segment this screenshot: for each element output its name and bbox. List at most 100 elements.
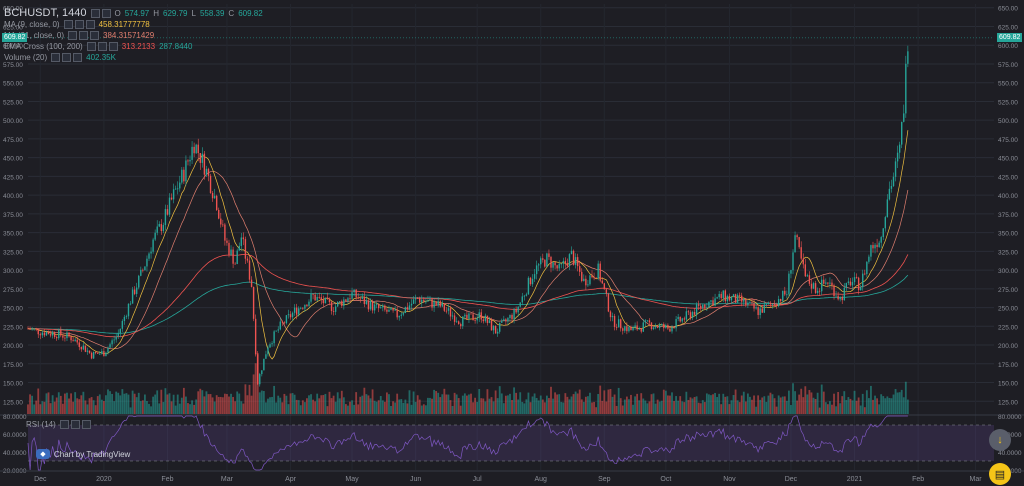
candle-body (353, 289, 355, 293)
gear-icon[interactable] (97, 42, 107, 51)
candle-body (455, 321, 458, 323)
volume-bar (878, 404, 881, 414)
candle-body (825, 282, 827, 284)
candle-body (790, 270, 792, 274)
candle-body (831, 282, 833, 286)
candle-body (880, 237, 882, 243)
candle-body (462, 316, 464, 327)
candle-body (566, 263, 569, 266)
candle-body (872, 245, 874, 249)
candle-body (273, 331, 275, 344)
volume-bar (697, 402, 700, 414)
volume-bar (679, 396, 682, 414)
close-icon[interactable] (81, 420, 91, 429)
candle-body (587, 284, 589, 286)
volume-bar (29, 394, 31, 414)
candle-body (207, 168, 210, 176)
eye-icon[interactable] (51, 53, 61, 62)
volume-bar (287, 404, 290, 414)
candle-body (283, 322, 286, 324)
volume-bar (781, 396, 784, 414)
candle-body (330, 302, 333, 312)
price-axis[interactable]: 125.00 125.00 150.00 150.00 175.00 175.00 200.… (3, 6, 1018, 407)
volume-bar (447, 394, 450, 414)
volume-bar (876, 398, 878, 414)
volume-bar (449, 400, 452, 414)
close-icon[interactable] (85, 20, 95, 29)
ma9-label: MA (9, close, 0) (4, 20, 60, 29)
chat-button[interactable]: ▤ (989, 463, 1011, 485)
tradingview-brand[interactable]: ◆ Chart by TradingView (36, 449, 130, 459)
volume-bar (205, 391, 208, 414)
ma21-row[interactable]: MA (21, close, 0) 384.31571429 (4, 30, 263, 41)
volume-bar (562, 402, 565, 414)
candle-body (279, 321, 281, 330)
price-tick-label-right: 225.00 (998, 324, 1018, 331)
candle-body (295, 307, 298, 315)
candle-body (187, 160, 189, 162)
gear-icon[interactable] (62, 53, 72, 62)
rsi-legend[interactable]: RSI (14) (26, 420, 91, 429)
close-icon[interactable] (108, 42, 118, 51)
eye-icon[interactable] (68, 31, 78, 40)
close-icon[interactable] (73, 53, 83, 62)
candle-body (115, 336, 117, 340)
volume-bar (849, 398, 852, 414)
eye-icon[interactable] (63, 20, 73, 29)
hide-icon[interactable] (90, 9, 100, 18)
scroll-to-latest-button[interactable]: ↓ (989, 429, 1011, 451)
gear-icon[interactable] (79, 31, 89, 40)
volume-bar (156, 390, 159, 414)
price-tick-label-right: 350.00 (998, 231, 1018, 238)
candle-body (550, 256, 552, 268)
candle-body (144, 266, 146, 271)
volume-bar (160, 389, 163, 414)
volume-bar (603, 390, 606, 414)
volume-bar (716, 397, 719, 414)
volume-bar (82, 391, 85, 414)
volume-bar (262, 390, 265, 414)
candle-body (433, 301, 435, 308)
volume-bar (433, 389, 435, 414)
ema-row[interactable]: EMA Cross (100, 200) 313.2133 287.8440 (4, 41, 263, 52)
volume-bar (125, 393, 128, 414)
volume-bar (347, 405, 349, 414)
volume-row[interactable]: Volume (20) 402.35K (4, 52, 263, 63)
gear-icon[interactable] (74, 20, 84, 29)
volume-bar (242, 403, 245, 414)
volume-bar (427, 397, 429, 414)
volume-bar (708, 394, 710, 414)
settings-icon[interactable] (101, 9, 111, 18)
price-tick-label-left: 350.00 (3, 231, 23, 238)
candle-body (821, 279, 823, 292)
volume-bar (404, 399, 407, 414)
volume-bar (882, 396, 885, 414)
volume-bar (55, 397, 58, 414)
volume-bar (587, 396, 589, 414)
eye-icon[interactable] (86, 42, 96, 51)
candle-body (453, 315, 456, 322)
candle-body (706, 307, 708, 309)
close-icon[interactable] (90, 31, 100, 40)
price-tick-label-right: 550.00 (998, 81, 1018, 88)
candle-body (412, 299, 415, 304)
candle-body (876, 244, 878, 248)
candle-body (544, 259, 546, 267)
volume-bar (215, 395, 218, 414)
volume-bar (408, 390, 411, 414)
candle-body (170, 197, 173, 200)
time-axis[interactable]: Dec 2020 Feb Mar Apr May Jun Jul Aug Sep Oct Nov Dec… (34, 476, 982, 483)
candle-body (697, 304, 700, 306)
candle-body (780, 299, 782, 301)
candle-body (119, 328, 121, 334)
symbol-title[interactable]: BCHUSDT, 1440 (4, 7, 87, 19)
candle-body (537, 264, 540, 266)
tradingview-logo-icon: ◆ (36, 449, 50, 459)
volume-bar (504, 395, 507, 414)
ma9-row[interactable]: MA (9, close, 0) 458.31777778 (4, 19, 263, 30)
gear-icon[interactable] (70, 420, 80, 429)
eye-icon[interactable] (59, 420, 69, 429)
volume-bar (187, 403, 189, 414)
volume-bar (100, 399, 103, 414)
